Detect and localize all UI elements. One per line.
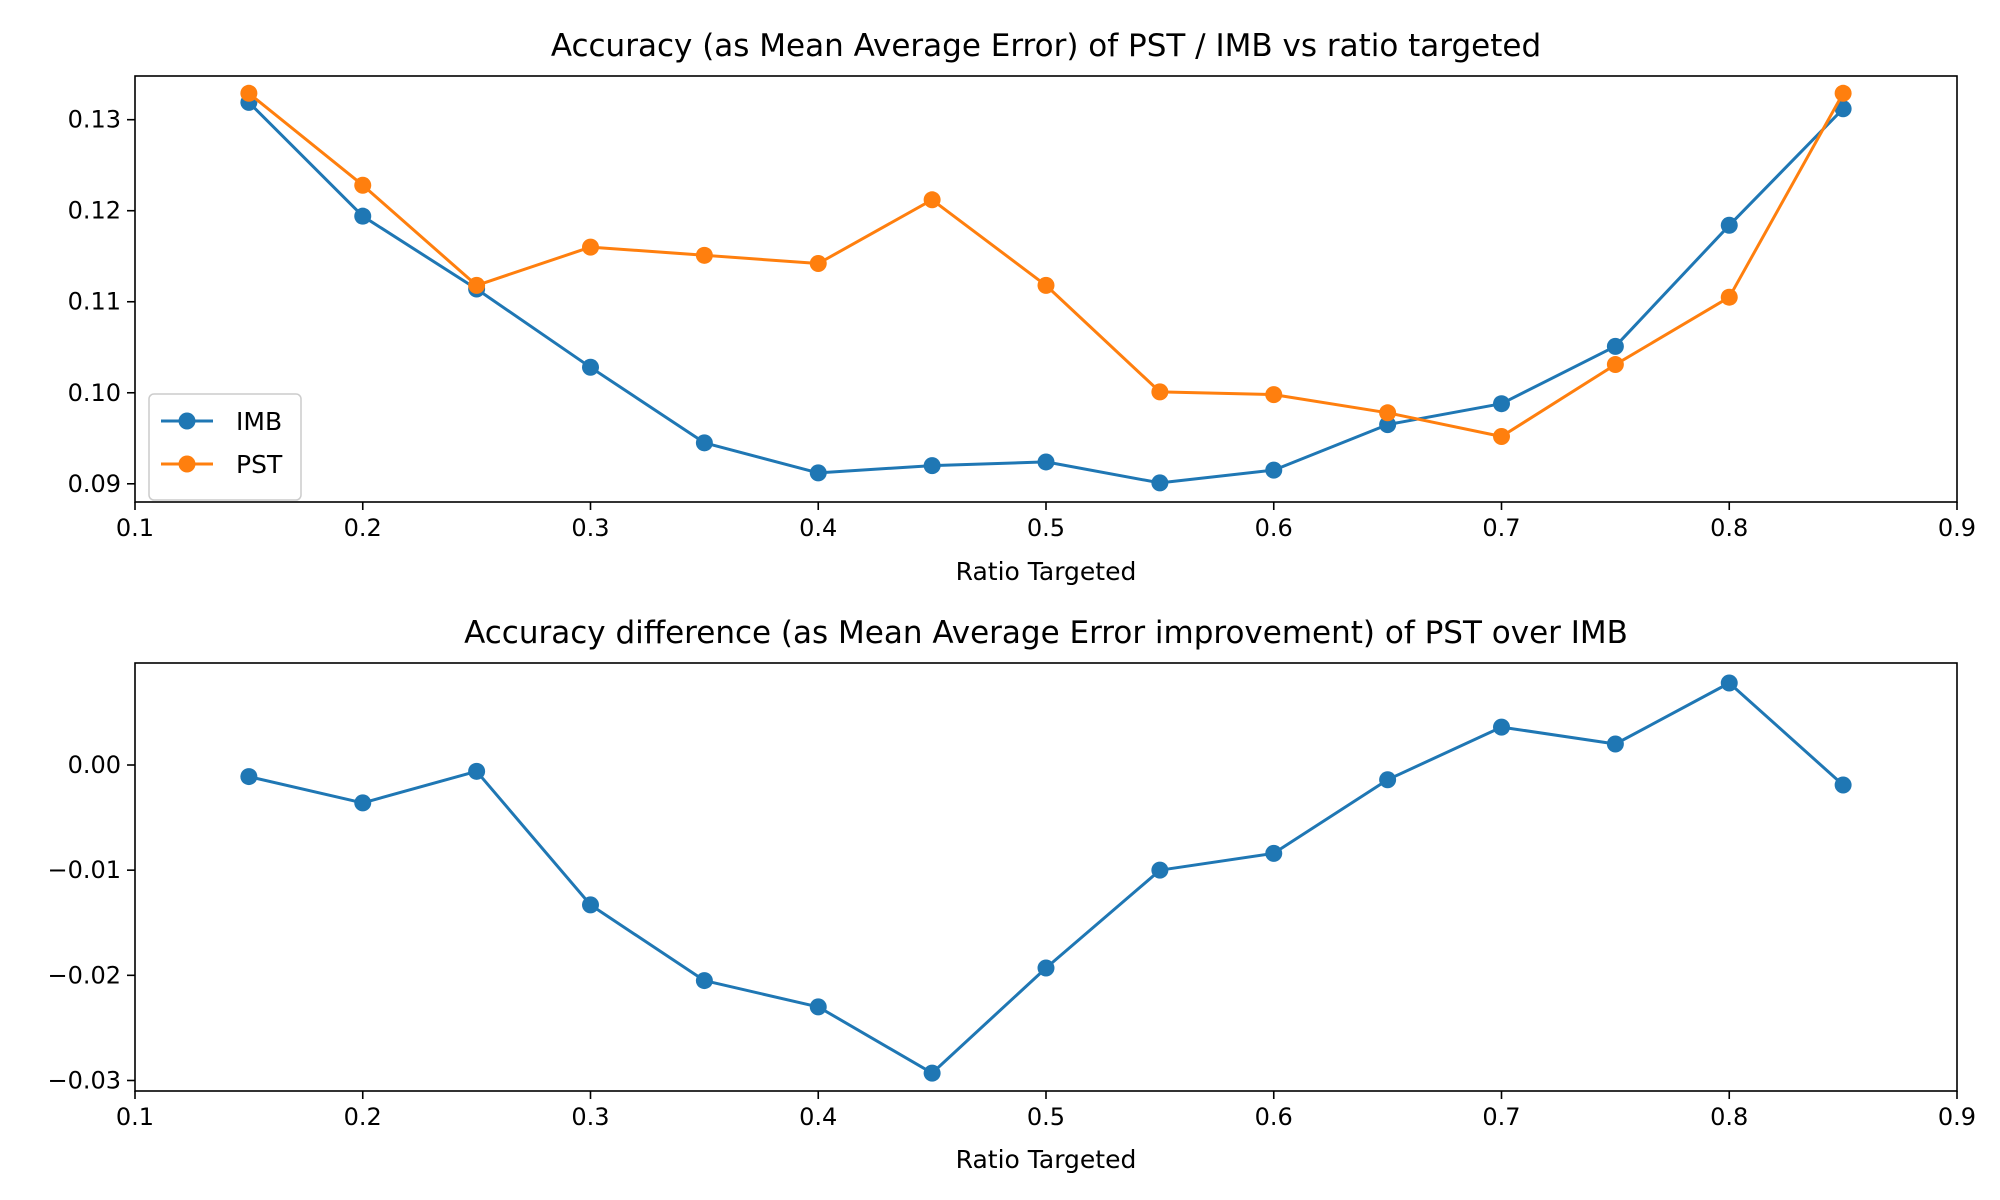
top-chart-title: Accuracy (as Mean Average Error) of PST … [551, 28, 1541, 64]
bottom-chart-y-tick-label: −0.02 [47, 961, 121, 989]
bottom-chart-title: Accuracy difference (as Mean Average Err… [464, 615, 1628, 651]
top-chart-legend-pst-label: PST [236, 450, 283, 479]
bottom-chart-x-tick-label: 0.4 [799, 1103, 837, 1131]
top-chart-x-tick-label: 0.9 [1938, 514, 1976, 542]
top-chart-pst-point [1379, 404, 1397, 422]
top-chart-y-tick-label: 0.12 [68, 197, 121, 225]
top-chart-imb-point [1493, 395, 1510, 413]
top-chart-y-tick-label: 0.11 [68, 288, 121, 316]
bottom-chart-x-axis-label: Ratio Targeted [956, 1145, 1137, 1174]
top-chart-y-tick-label: 0.09 [68, 470, 121, 498]
top-chart-pst-point [1834, 84, 1852, 102]
top-chart-x-tick-label: 0.5 [1027, 514, 1065, 542]
bottom-chart-x-tick-label: 0.7 [1482, 1103, 1520, 1131]
bottom-chart-x-tick-label: 0.9 [1938, 1103, 1976, 1131]
top-chart-imb-point [695, 434, 713, 452]
bottom-chart-y-tick-label: 0.00 [68, 751, 121, 779]
top-chart-x-tick-label: 0.6 [1255, 514, 1293, 542]
top-chart-imb-point [1834, 100, 1852, 118]
top-chart-x-tick-label: 0.7 [1482, 514, 1520, 542]
bottom-chart-series-0-point [923, 1064, 941, 1082]
bottom-chart-x-tick-label: 0.2 [344, 1103, 382, 1131]
top-chart-imb-point [1151, 474, 1169, 492]
bottom-chart-x-tick-label: 0.5 [1027, 1103, 1065, 1131]
bottom-chart-series-0-point [695, 972, 713, 990]
bottom-chart-series-0-point [809, 998, 827, 1016]
top-chart-imb-point [1037, 453, 1055, 471]
top-chart-pst-point [582, 238, 599, 256]
bottom-chart-series-0-point [1606, 735, 1624, 753]
top-chart-pst-point [240, 84, 258, 102]
top-chart-x-tick-label: 0.1 [116, 514, 154, 542]
top-chart-pst-point [695, 246, 713, 264]
top-chart-pst-point [1493, 427, 1510, 445]
top-chart-y-tick-label: 0.13 [68, 106, 121, 134]
top-chart-legend-imb-label: IMB [236, 407, 282, 436]
bottom-chart-panel: Accuracy difference (as Mean Average Err… [47, 615, 1976, 1174]
bottom-chart-x-tick-label: 0.3 [571, 1103, 609, 1131]
bottom-chart-series-0-point [1151, 861, 1169, 879]
bottom-chart-y-tick-label: −0.01 [47, 856, 121, 884]
top-chart-x-tick-label: 0.2 [344, 514, 382, 542]
top-chart-pst-point [354, 176, 372, 194]
bottom-chart-series-0-point [582, 896, 599, 914]
bottom-chart-series-0-point [1493, 718, 1510, 736]
bottom-chart-series-0-point [1265, 844, 1283, 862]
top-chart-x-tick-label: 0.4 [799, 514, 837, 542]
bottom-chart-series-0-point [468, 762, 486, 780]
top-chart-y-tick-label: 0.10 [68, 379, 121, 407]
top-chart-x-axis-label: Ratio Targeted [956, 557, 1137, 586]
top-chart-pst-point [923, 191, 941, 209]
top-chart-x-tick-label: 0.3 [571, 514, 609, 542]
top-chart-pst-point [1037, 276, 1055, 294]
bottom-chart-series-0-point [240, 768, 258, 786]
top-chart-imb-point [923, 457, 941, 475]
bottom-chart-series-0-point [1834, 776, 1852, 794]
top-chart-imb-point [1720, 216, 1738, 234]
top-chart-panel: Accuracy (as Mean Average Error) of PST … [68, 28, 1977, 586]
top-chart-imb-point [354, 207, 372, 225]
top-chart-pst-point [809, 255, 827, 273]
bottom-chart-x-tick-label: 0.8 [1710, 1103, 1748, 1131]
top-chart-imb-point [1379, 416, 1397, 434]
top-chart-pst-point [1606, 356, 1624, 374]
bottom-chart-x-tick-label: 0.1 [116, 1103, 154, 1131]
top-chart-imb-point [809, 464, 827, 482]
top-chart-legend-pst-marker [178, 455, 196, 473]
top-chart-pst-point [468, 276, 486, 294]
top-chart-x-tick-label: 0.8 [1710, 514, 1748, 542]
bottom-chart-series-0-point [1379, 771, 1397, 789]
bottom-chart-series-0-point [1720, 674, 1738, 692]
bottom-chart-x-tick-label: 0.6 [1255, 1103, 1293, 1131]
top-chart-legend-imb-marker [178, 412, 196, 430]
bottom-chart-y-tick-label: −0.03 [47, 1066, 121, 1094]
top-chart-imb-point [1265, 461, 1283, 479]
top-chart-pst-point [1720, 288, 1738, 306]
top-chart-imb-point [582, 358, 599, 376]
bottom-chart-series-0-point [354, 794, 372, 812]
bottom-chart-series-0-point [1037, 959, 1055, 977]
top-chart-pst-point [1151, 383, 1169, 401]
top-chart-imb-point [1606, 337, 1624, 355]
top-chart-pst-point [1265, 386, 1283, 404]
